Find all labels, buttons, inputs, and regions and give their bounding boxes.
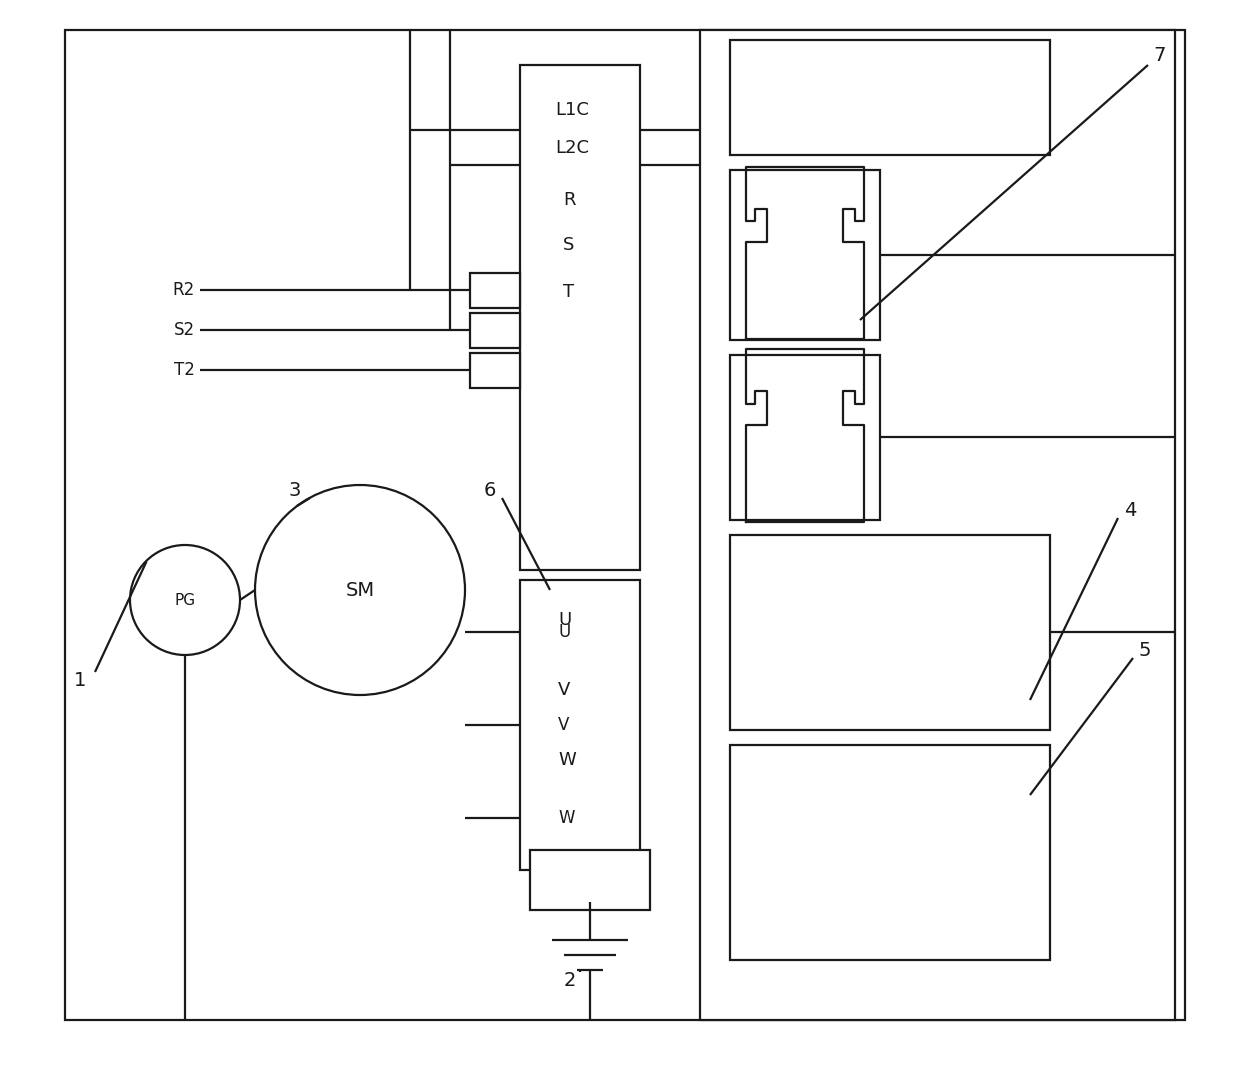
Text: L1C: L1C xyxy=(556,101,589,119)
Bar xyxy=(470,353,520,388)
Text: R2: R2 xyxy=(172,281,195,299)
Text: 6: 6 xyxy=(484,480,496,500)
Text: 1: 1 xyxy=(74,671,87,689)
Text: 5: 5 xyxy=(1138,641,1151,659)
Bar xyxy=(730,355,880,520)
Text: T: T xyxy=(563,282,574,301)
Text: 2: 2 xyxy=(564,970,577,990)
Text: PG: PG xyxy=(175,593,196,608)
Bar xyxy=(520,580,640,870)
Bar xyxy=(520,65,640,570)
Bar xyxy=(529,850,650,910)
Text: L2C: L2C xyxy=(556,139,589,157)
Text: 3: 3 xyxy=(289,480,301,500)
Text: W: W xyxy=(558,809,574,827)
Bar xyxy=(730,40,1050,155)
Bar xyxy=(730,170,880,340)
Text: W: W xyxy=(558,751,575,769)
Text: S2: S2 xyxy=(174,321,195,339)
Text: U: U xyxy=(558,623,570,641)
Text: 4: 4 xyxy=(1123,501,1136,520)
Text: SM: SM xyxy=(346,581,374,599)
Text: U: U xyxy=(558,611,572,629)
Text: S: S xyxy=(563,236,574,254)
Text: R: R xyxy=(563,192,575,209)
Bar xyxy=(730,535,1050,730)
Text: 7: 7 xyxy=(1153,46,1166,64)
Bar xyxy=(470,273,520,308)
Text: V: V xyxy=(558,681,570,699)
Bar xyxy=(470,314,520,348)
Text: V: V xyxy=(558,716,569,734)
Text: T2: T2 xyxy=(174,361,195,379)
Bar xyxy=(730,745,1050,960)
Bar xyxy=(701,30,1176,1020)
